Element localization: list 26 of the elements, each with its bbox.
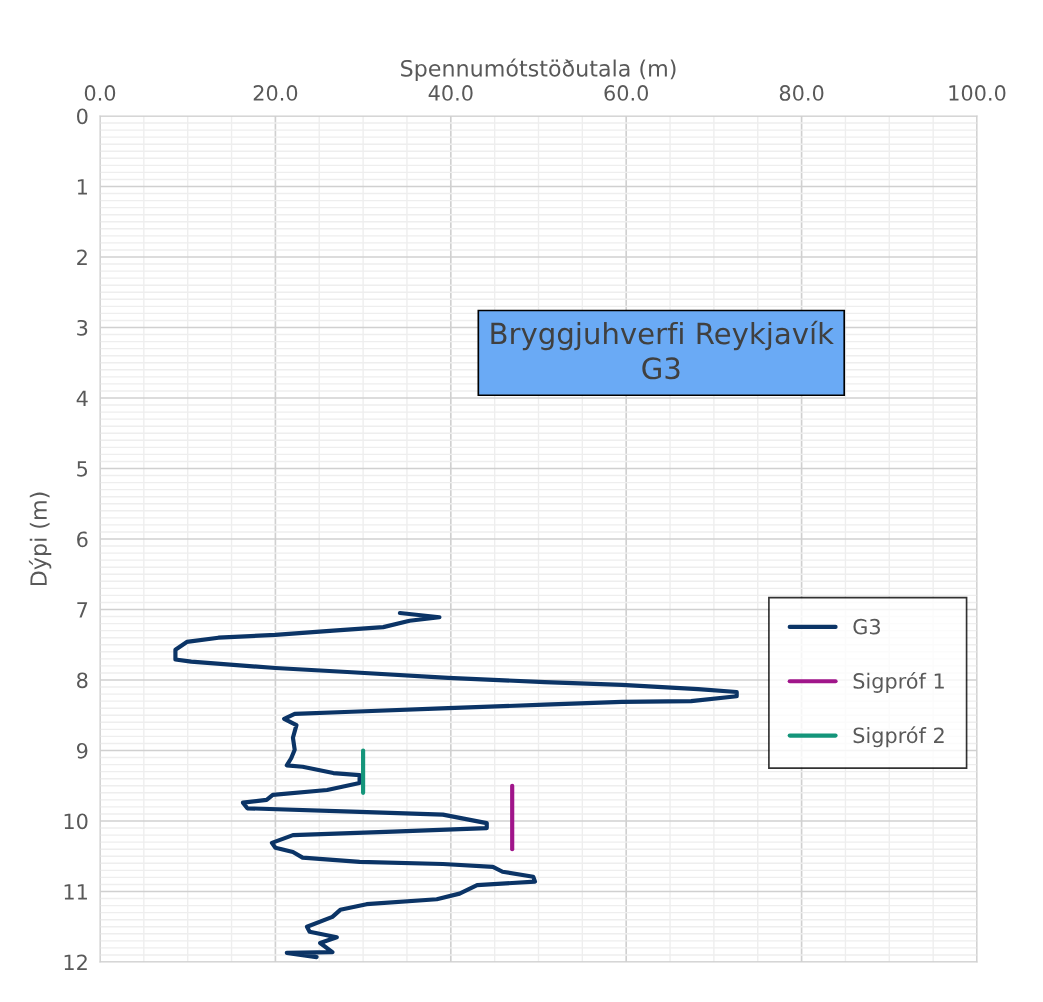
y-tick-label: 5 [77, 461, 88, 477]
line-series [173, 610, 739, 960]
y-tick-label: 12 [64, 954, 87, 970]
x-tick-label: 60.0 [604, 85, 649, 101]
text: Bryggjuhverfi Reykjavík G3 [491, 320, 834, 380]
x-tick-label: 20.0 [253, 85, 298, 101]
y-tick-label: 0 [77, 108, 88, 125]
legend-label: G3 [853, 618, 880, 635]
y-axis-title: Dýpi (m) [28, 492, 52, 586]
y-tick-label: 1 [77, 179, 87, 195]
x-tick-label: 100.0 [949, 85, 1006, 101]
x-tick-label: 0.0 [84, 85, 116, 101]
x-tick-label: 40.0 [428, 85, 473, 101]
x-tick-label: 80.0 [779, 85, 824, 101]
y-tick-label: 7 [77, 602, 88, 618]
y-tick-label: 9 [76, 742, 88, 759]
legend-label: Sigpróf 1 [853, 671, 944, 693]
y-tick-label: 6 [77, 531, 88, 548]
y-tick-label: 4 [76, 390, 88, 406]
y-tick-label: 8 [77, 672, 88, 689]
y-tick-label: 10 [64, 813, 88, 830]
legend-label: Sigpróf 2 [853, 726, 944, 748]
y-tick-label: 2 [77, 249, 87, 265]
y-tick-label: 11 [64, 884, 87, 900]
x-axis-title: Spennumótstöðutala (m) [401, 58, 676, 82]
y-tick-label: 3 [77, 319, 88, 336]
